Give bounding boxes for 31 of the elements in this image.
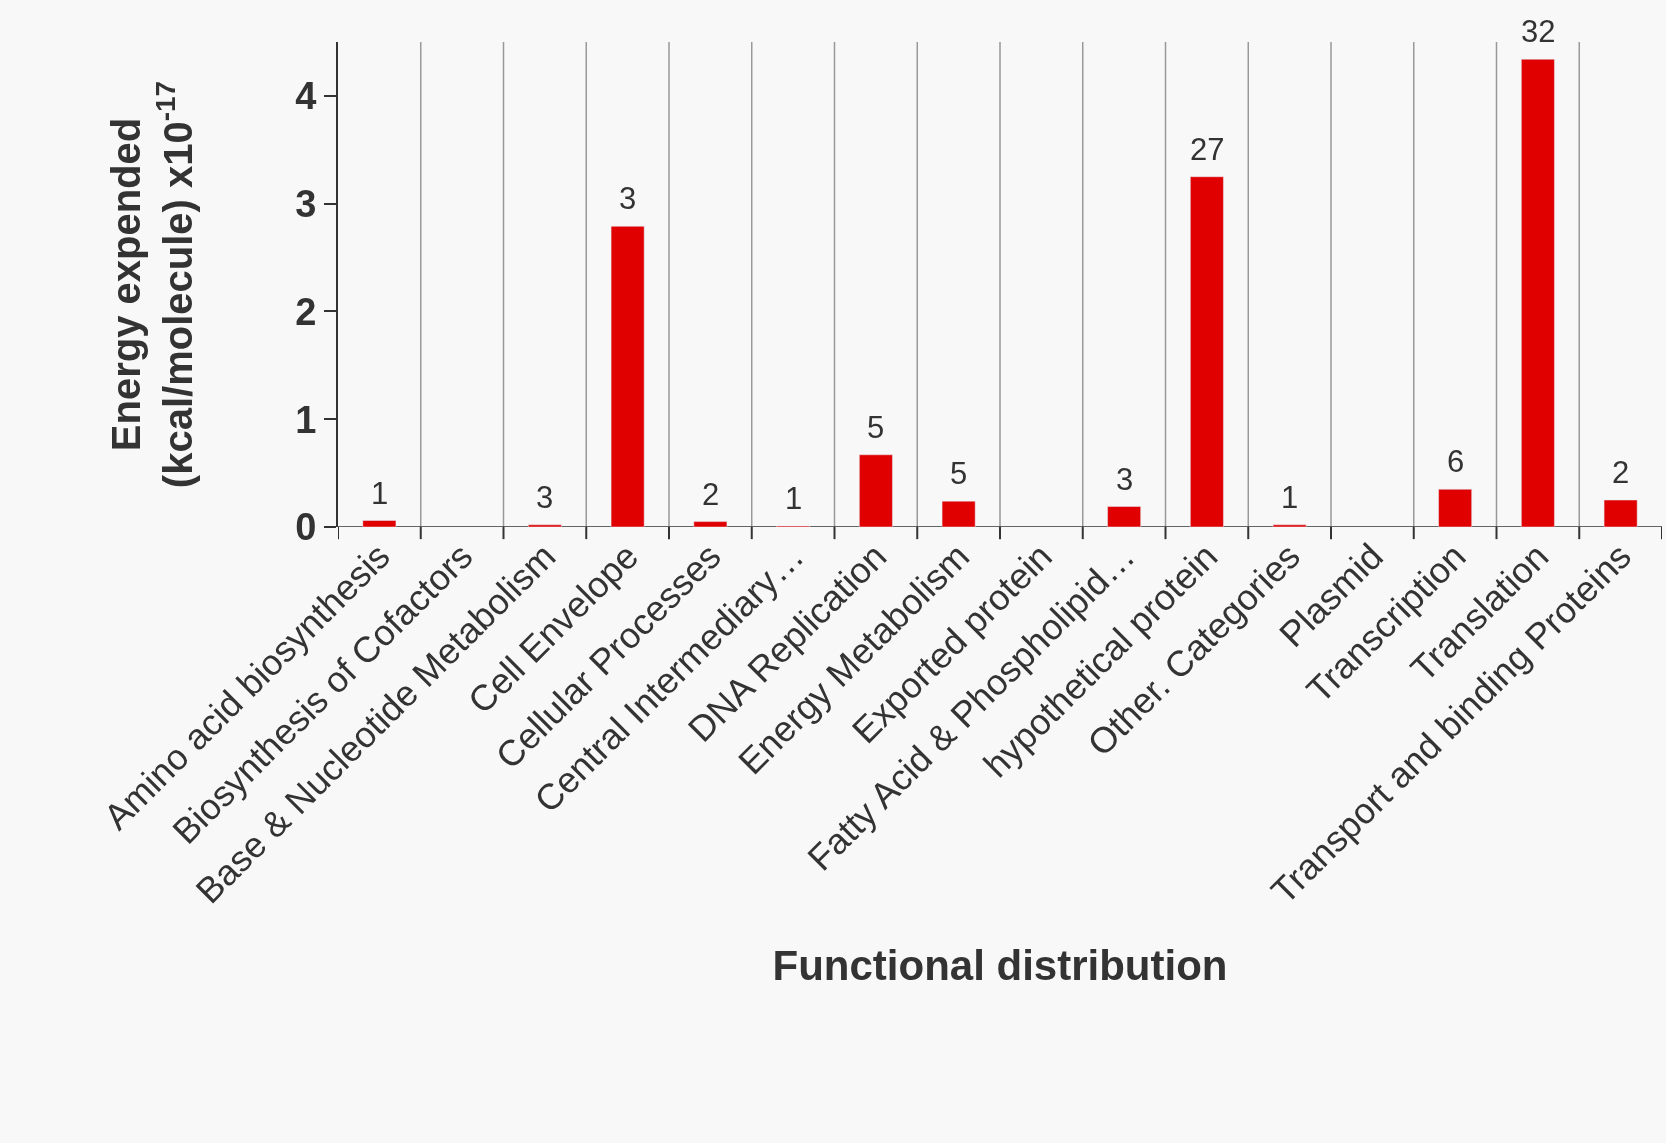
bar (610, 226, 645, 527)
annotation: 5 (867, 410, 885, 445)
bar (1438, 489, 1472, 527)
annotation: 2 (1612, 455, 1630, 490)
bar (1603, 499, 1638, 527)
y-tick-label: 2 (295, 290, 317, 333)
bar (693, 521, 728, 527)
annotation: 1 (785, 481, 803, 516)
y-tick-label: 3 (295, 182, 317, 225)
annotation: 6 (1447, 444, 1465, 479)
annotation: 3 (619, 181, 637, 216)
bar (1521, 58, 1555, 527)
y-tick-label: 4 (295, 75, 317, 118)
annotation: 1 (371, 476, 389, 511)
annotation: 2 (702, 477, 720, 512)
bar (362, 520, 397, 527)
x-axis-title: Functional distribution (772, 942, 1228, 990)
annotation: 3 (1116, 462, 1134, 497)
bar (528, 524, 562, 527)
annotation: 32 (1521, 14, 1556, 49)
y-tick-label: 0 (295, 506, 317, 549)
bar (1190, 176, 1224, 527)
annotation: 5 (950, 456, 968, 491)
annotation: 3 (536, 480, 554, 515)
bar (941, 500, 976, 527)
bar (1272, 524, 1307, 527)
annotation: 1 (1281, 480, 1299, 515)
bar (1107, 506, 1141, 527)
bar (859, 454, 893, 527)
y-tick-label: 1 (295, 398, 317, 441)
annotation: 27 (1190, 132, 1225, 167)
